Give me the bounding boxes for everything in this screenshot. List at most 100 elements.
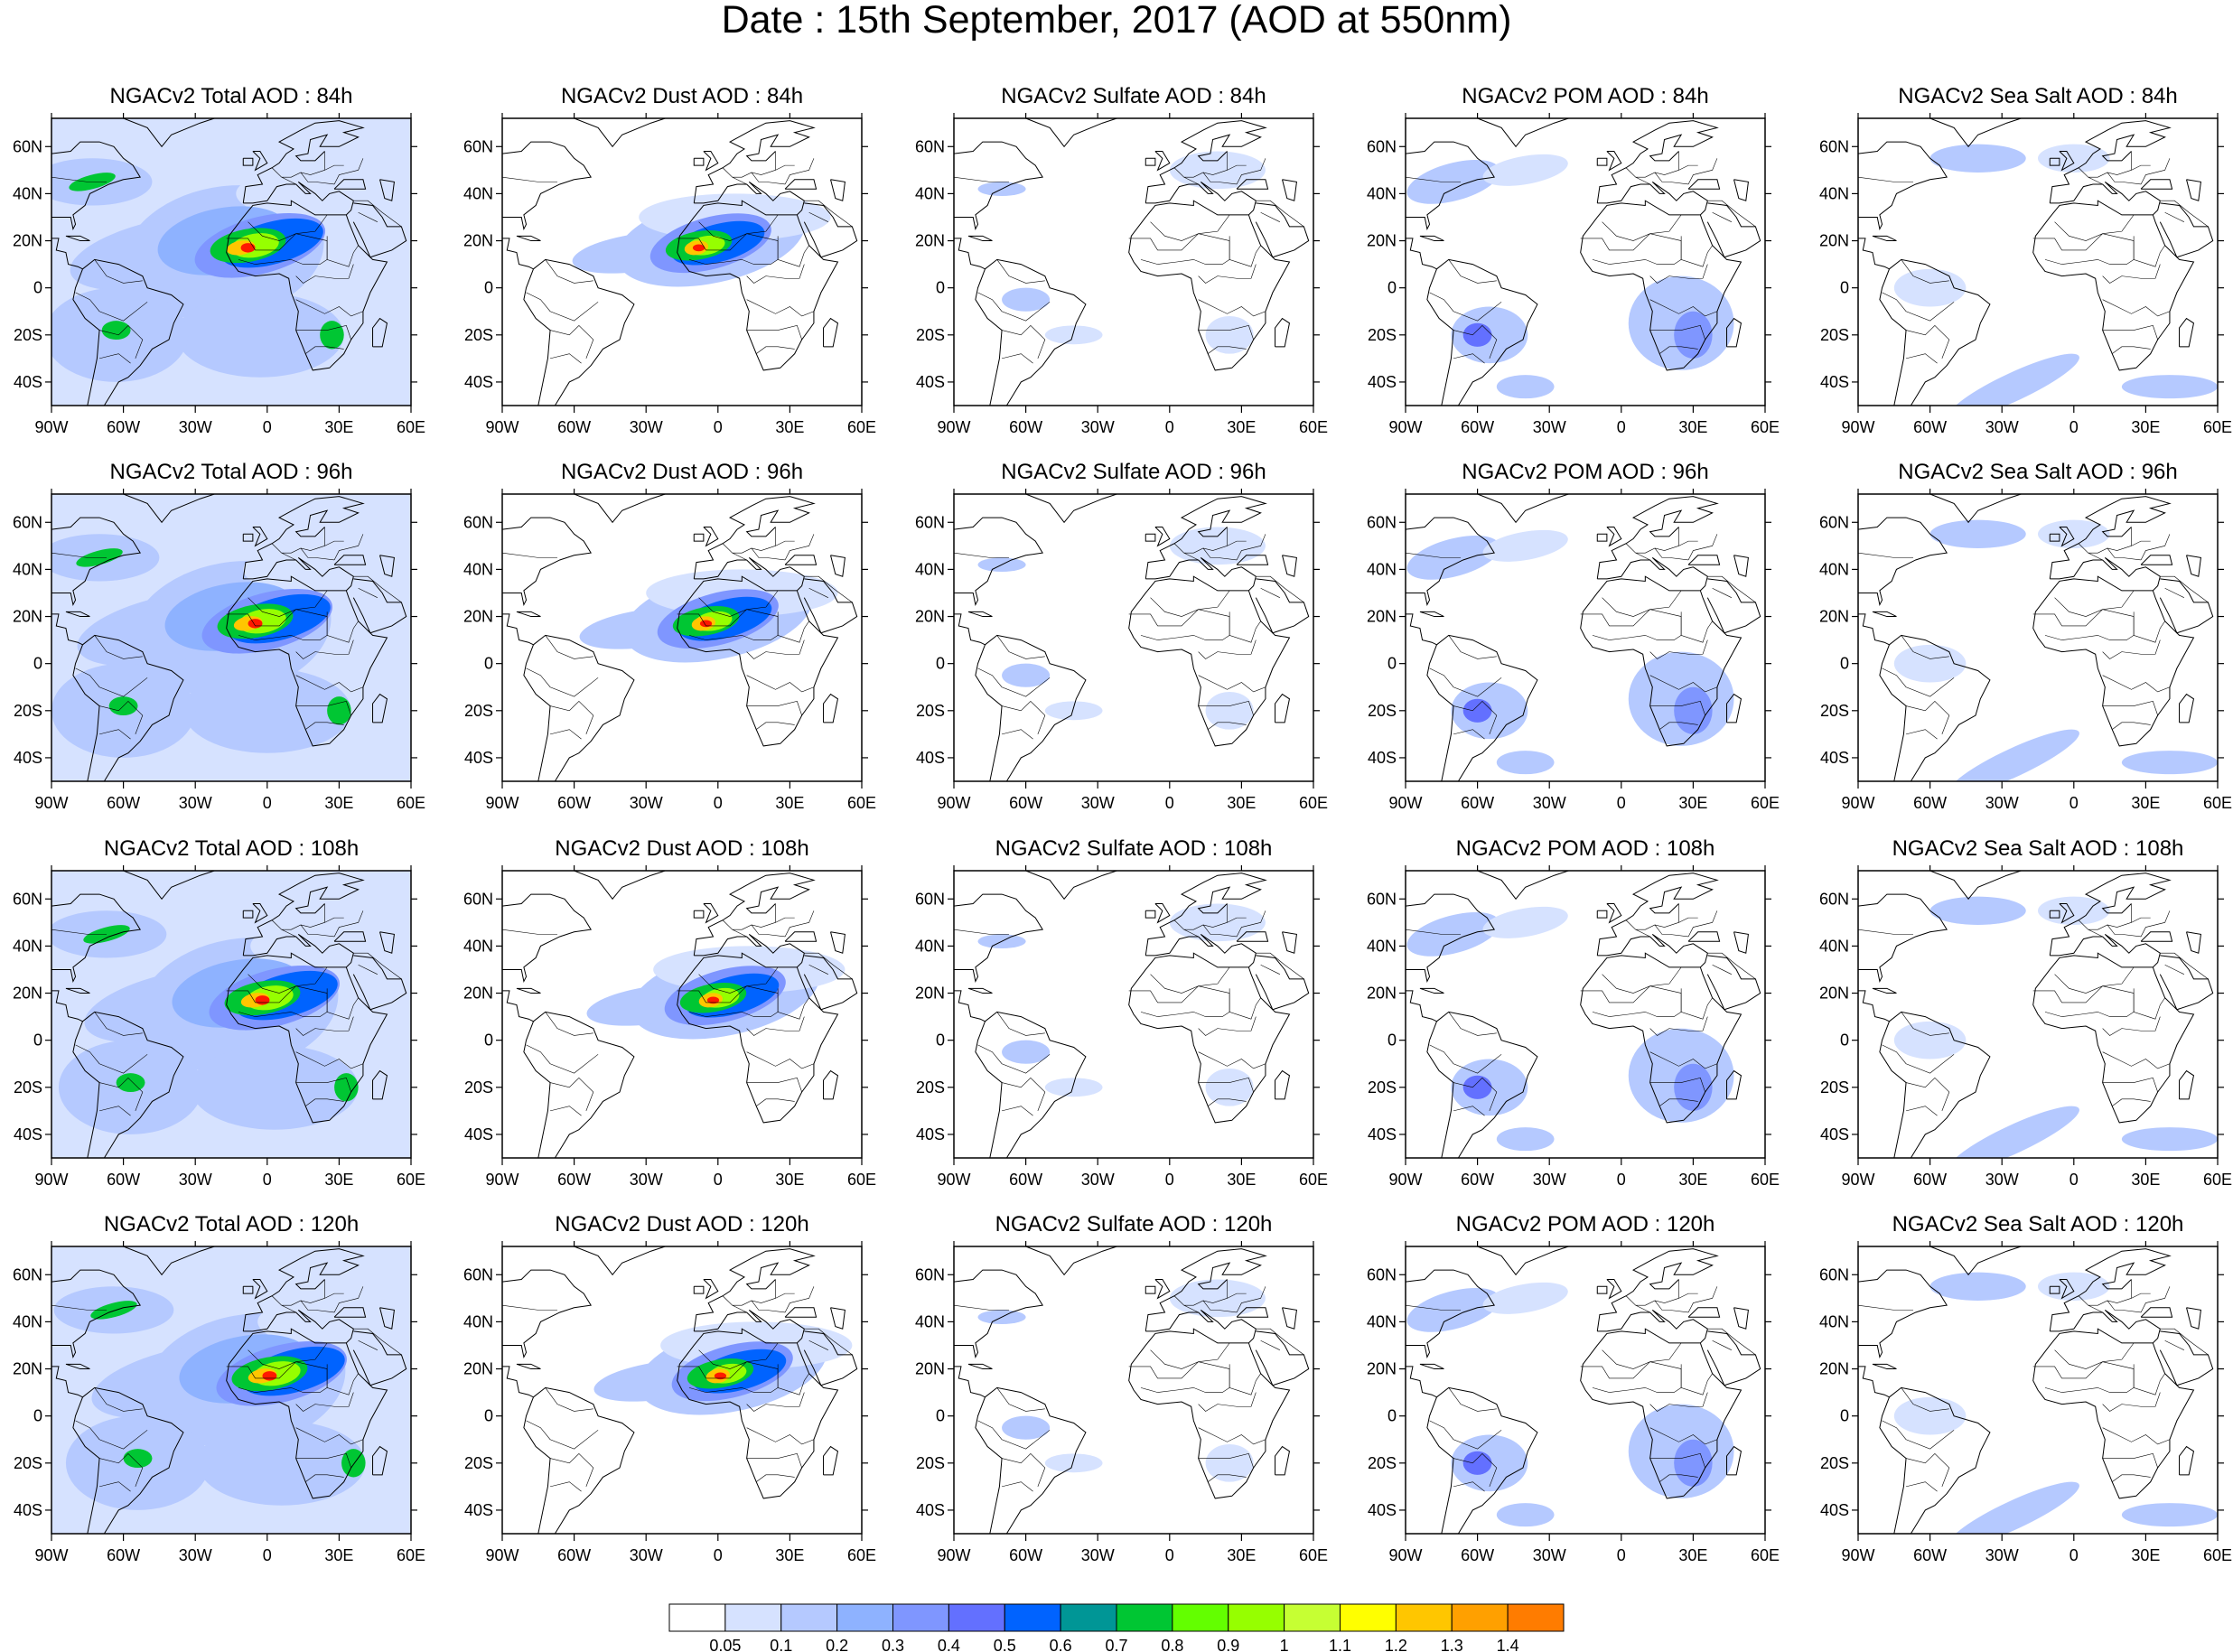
lon-tick-label: 0 — [2069, 1171, 2079, 1189]
country-border — [1901, 1387, 1949, 1412]
country-border — [1256, 200, 1304, 228]
coastline — [372, 693, 388, 723]
coastline — [2049, 1285, 2060, 1294]
coastline — [2059, 526, 2075, 547]
lon-tick-label: 60E — [2203, 418, 2232, 436]
aod-contour-fill — [1929, 896, 2026, 925]
coastline — [975, 1011, 1087, 1158]
coastline — [1406, 1366, 1437, 1398]
coastline — [72, 258, 184, 406]
coastline — [693, 1285, 705, 1294]
colorbar-swatch — [1172, 1603, 1229, 1632]
country-border — [1453, 324, 1498, 359]
coastline — [1154, 526, 1171, 547]
country-border — [2160, 952, 2209, 980]
country-border — [1183, 176, 1199, 185]
lon-tick-label: 60W — [107, 1171, 140, 1189]
country-border — [1236, 158, 1266, 185]
coastline — [2140, 931, 2173, 942]
map-frame — [953, 117, 1314, 406]
aod-contour-fill — [692, 244, 705, 252]
lat-tick-label: 0 — [936, 279, 945, 297]
lon-tick-label: 0 — [1165, 794, 1174, 812]
lat-tick-label: 40S — [916, 1125, 945, 1143]
coastline — [693, 533, 705, 542]
country-border — [1858, 1304, 1914, 1311]
lat-tick-label: 40N — [463, 560, 493, 578]
lon-tick-label: 90W — [485, 1171, 519, 1189]
lon-tick-label: 60W — [1913, 1171, 1947, 1189]
country-border — [358, 1339, 378, 1350]
country-border — [954, 176, 1010, 182]
coastline — [1872, 1363, 1897, 1370]
map-panel-seasalt-3: 90W 60W 30W 0 30E 60E 60N 40N 20N 0 20S 40S — [1819, 1241, 2232, 1564]
coastline — [1145, 1285, 1156, 1294]
country-border — [1173, 917, 1247, 930]
coastline — [1879, 258, 1991, 406]
lon-tick-label: 30E — [1678, 418, 1707, 436]
coastline — [92, 871, 215, 901]
coastline — [803, 202, 858, 258]
country-border — [1687, 910, 1718, 938]
coastline — [51, 517, 141, 607]
aod-contour-fill — [1002, 663, 1051, 687]
coastline — [954, 517, 1043, 607]
country-border — [1625, 1293, 1698, 1306]
aod-contour-fill — [1496, 751, 1555, 775]
country-border — [751, 924, 786, 938]
colorbar-swatch — [724, 1603, 782, 1632]
lon-tick-label: 30E — [2131, 794, 2160, 812]
country-border — [996, 259, 1045, 284]
map-panel-seasalt-1: 90W 60W 30W 0 30E 60E 60N 40N 20N 0 20S 40S — [1819, 489, 2232, 812]
lon-tick-label: 60E — [1299, 794, 1328, 812]
country-border — [358, 587, 378, 598]
country-border — [2160, 575, 2209, 603]
coastline — [1406, 141, 1495, 231]
coastline — [92, 118, 215, 148]
lat-tick-label: 60N — [1367, 1265, 1397, 1283]
country-border — [2102, 1427, 2171, 1445]
country-border — [295, 1392, 354, 1412]
country-border — [300, 172, 335, 185]
country-border — [75, 1420, 148, 1450]
coastline — [803, 1330, 858, 1386]
country-border — [1712, 211, 1732, 222]
aod-contour-fill — [1205, 1443, 1254, 1482]
coastline — [1596, 496, 1719, 579]
coastline — [693, 496, 816, 579]
aod-contour-fill — [123, 1449, 153, 1469]
lat-tick-label: 20N — [1819, 608, 1849, 626]
lat-tick-label: 40S — [916, 1501, 945, 1519]
country-border — [1198, 639, 1257, 659]
lon-tick-label: 0 — [2069, 794, 2079, 812]
panel-title: NGACv2 POM AOD : 84h — [1462, 84, 1709, 108]
coastline — [1419, 1363, 1444, 1370]
country-border — [1001, 1077, 1046, 1111]
map-panel-dust-2: 90W 60W 30W 0 30E 60E 60N 40N 20N 0 20S 40S — [463, 865, 876, 1189]
country-border — [1173, 1293, 1247, 1306]
aod-contour-fill — [1462, 698, 1492, 723]
colorbar-swatch — [948, 1603, 1005, 1632]
lon-tick-label: 60W — [107, 418, 140, 436]
lat-tick-label: 40N — [1367, 937, 1397, 955]
coastline — [1255, 1330, 1310, 1386]
coastline — [975, 634, 1087, 781]
lat-tick-label: 40S — [1368, 1125, 1397, 1143]
country-border — [94, 1387, 143, 1412]
aod-contour-fill — [699, 620, 713, 628]
aod-contour-fill — [1462, 322, 1492, 347]
country-border — [98, 1481, 131, 1492]
country-border — [1905, 324, 1950, 359]
lat-tick-label: 40S — [464, 373, 493, 391]
country-border — [1150, 590, 1230, 617]
coastline — [1406, 517, 1495, 607]
country-border — [1712, 1339, 1732, 1350]
country-border — [300, 1300, 335, 1313]
country-border — [1659, 722, 1698, 730]
coastline — [242, 496, 365, 579]
panel-title: NGACv2 Dust AOD : 120h — [555, 1212, 809, 1237]
coastline — [1726, 693, 1742, 723]
lat-tick-label: 20S — [916, 1078, 945, 1097]
coastline — [333, 555, 367, 565]
country-border — [2088, 176, 2103, 185]
